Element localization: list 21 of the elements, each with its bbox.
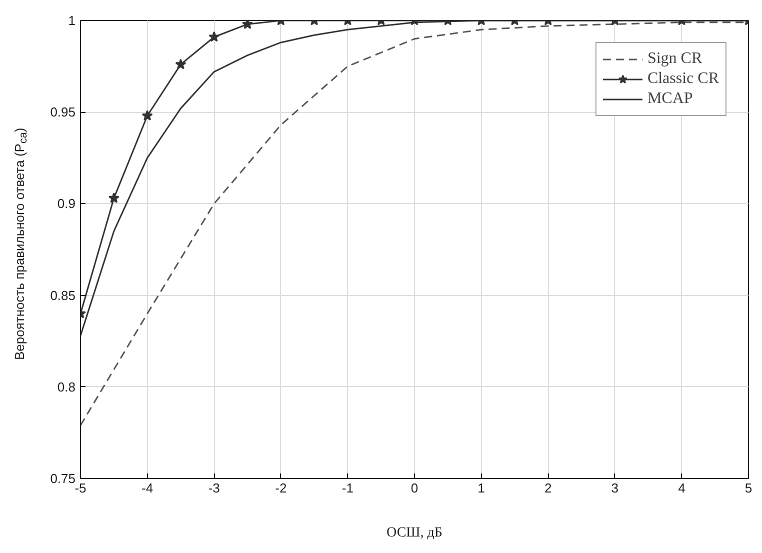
x-tick-label: 0 <box>410 480 418 496</box>
y-tick-label: 0.75 <box>50 471 76 486</box>
x-tick-label: 4 <box>678 480 686 496</box>
x-tick-label: 1 <box>478 480 485 496</box>
y-tick-label: 0.85 <box>50 288 76 303</box>
x-tick-label: 2 <box>544 480 552 496</box>
y-tick-label: 0.8 <box>57 379 76 394</box>
y-tick-label: 0.95 <box>50 104 76 120</box>
x-tick-label: -2 <box>275 480 287 496</box>
x-tick-label: -1 <box>342 480 354 496</box>
x-axis-title: ОСШ, дБ <box>386 526 442 540</box>
legend-label: Sign CR <box>647 50 702 68</box>
legend-label: MCAP <box>647 90 693 108</box>
x-tick-label: 5 <box>744 480 752 496</box>
x-tick-label: -5 <box>74 480 86 496</box>
x-tick-label: 3 <box>611 480 619 496</box>
x-tick-label: -3 <box>208 480 220 496</box>
legend-label: Classic CR <box>647 70 719 88</box>
y-tick-label: 1 <box>68 13 76 28</box>
x-tick-label: -4 <box>142 480 154 496</box>
y-tick-label: 0.9 <box>57 196 76 212</box>
